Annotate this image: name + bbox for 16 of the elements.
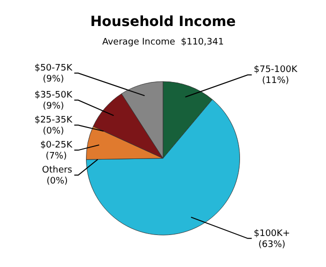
data-label: (63%): [258, 240, 286, 250]
slice-label: $0-25K: [40, 140, 74, 151]
slice-label: $50-75K: [34, 63, 74, 74]
data-label: (11%): [262, 76, 290, 86]
legend-label: Others: [42, 166, 73, 176]
slice-label: $35-50K: [34, 90, 74, 101]
data-label: (9%): [42, 102, 64, 112]
chart-subtitle: Average Income $110,341: [102, 38, 224, 48]
category-label: $25-35K: [34, 116, 72, 126]
slice-label: $100K+: [254, 228, 290, 239]
text: (0%): [42, 126, 64, 137]
text: (0%): [46, 176, 68, 187]
slice-label: $75-100K: [254, 65, 298, 76]
chart-title: Household Income: [90, 14, 236, 30]
data-label: (7%): [46, 152, 67, 162]
data-label: (9%): [42, 74, 64, 84]
